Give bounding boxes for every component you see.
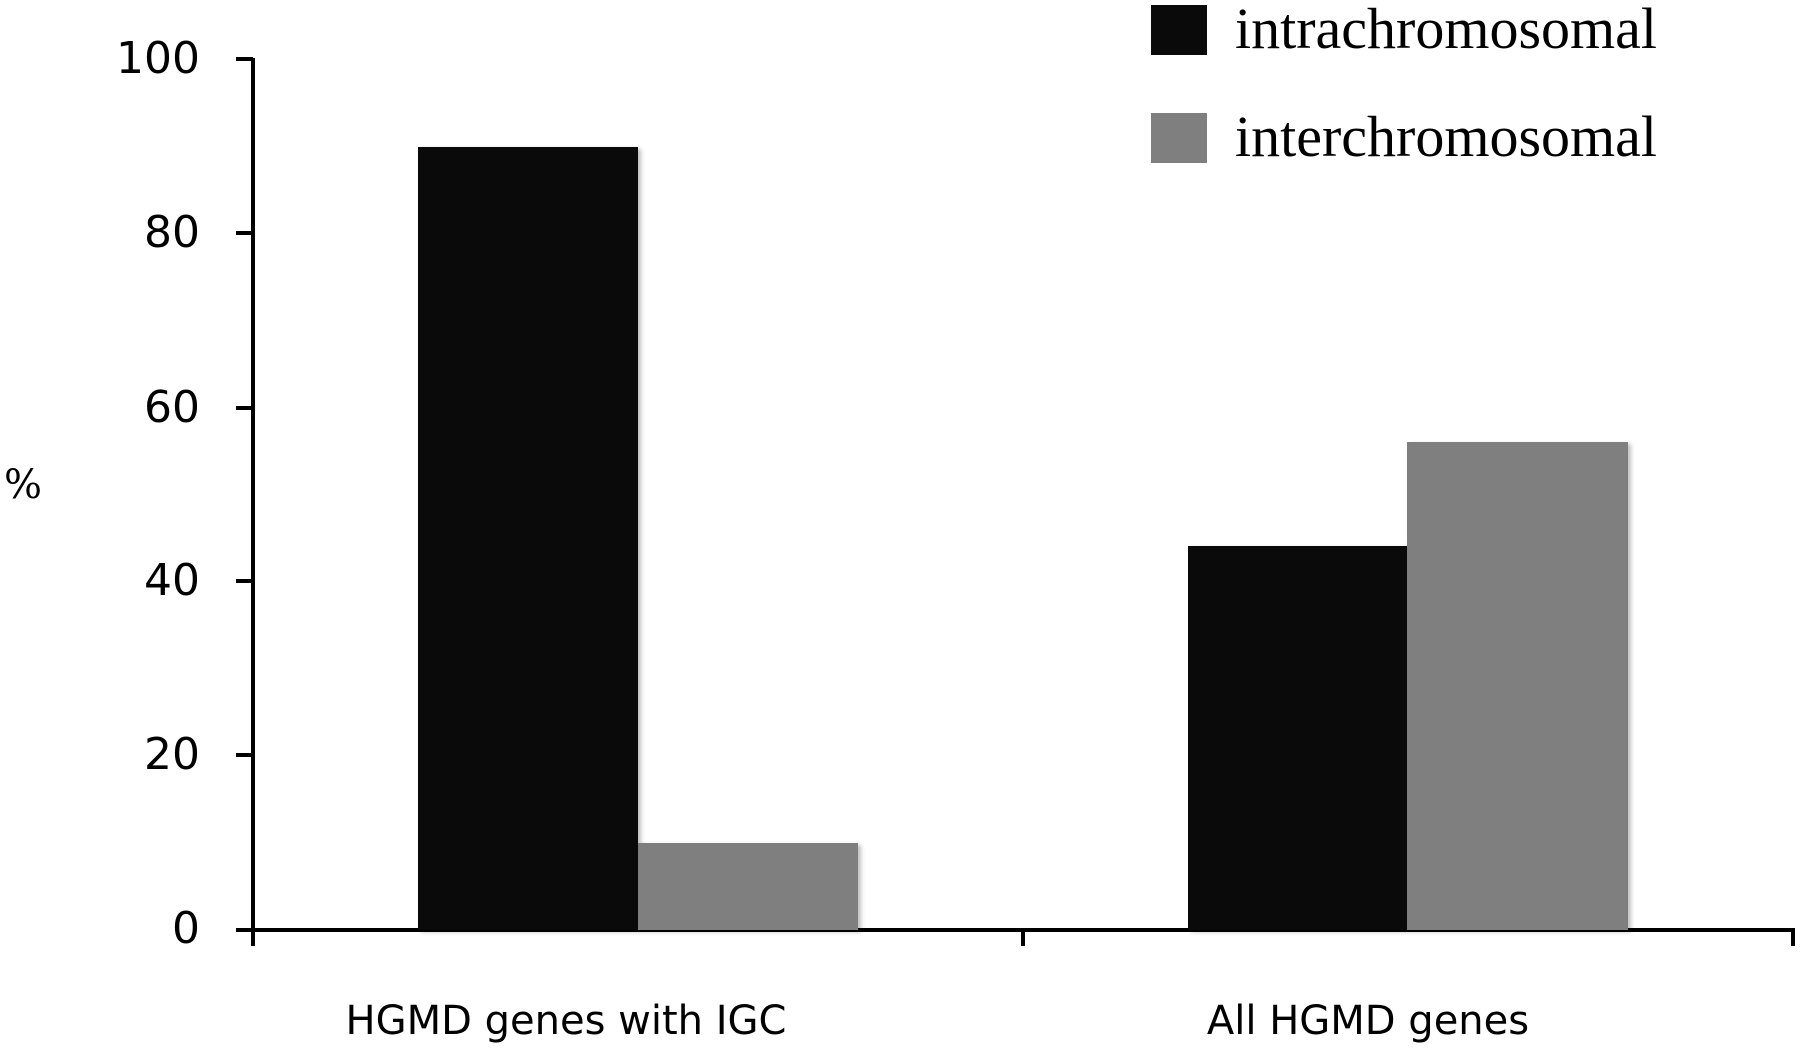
- x-category-label: All HGMD genes: [1206, 998, 1530, 1044]
- x-tick: [1021, 928, 1025, 946]
- y-tick-label: 100: [116, 33, 200, 84]
- bar-intrachromosomal-all-hgmd: [1188, 546, 1407, 930]
- y-tick: [236, 579, 253, 583]
- y-tick: [236, 231, 253, 235]
- y-tick-label: 40: [144, 555, 200, 606]
- y-axis-label: %: [4, 462, 43, 508]
- legend-swatch-gray: [1151, 113, 1207, 163]
- x-category-label: HGMD genes with IGC: [345, 998, 787, 1044]
- y-tick: [236, 928, 253, 932]
- legend-label: interchromosomal: [1235, 104, 1658, 169]
- bar-interchromosomal-hgmd-igc: [638, 843, 858, 930]
- x-tick: [251, 928, 255, 946]
- y-tick-label: 60: [144, 382, 200, 433]
- x-axis: [236, 928, 1795, 932]
- legend-label: intrachromosomal: [1235, 0, 1658, 61]
- y-axis: [251, 58, 255, 932]
- y-tick: [236, 57, 253, 61]
- y-tick-label: 80: [144, 207, 200, 258]
- y-tick-label: 20: [144, 729, 200, 780]
- y-tick-label: 0: [172, 903, 200, 954]
- bar-intrachromosomal-hgmd-igc: [418, 147, 638, 930]
- y-tick: [236, 753, 253, 757]
- x-tick: [1791, 928, 1795, 946]
- y-tick: [236, 406, 253, 410]
- legend-swatch-black: [1151, 5, 1207, 55]
- bar-interchromosomal-all-hgmd: [1407, 442, 1628, 930]
